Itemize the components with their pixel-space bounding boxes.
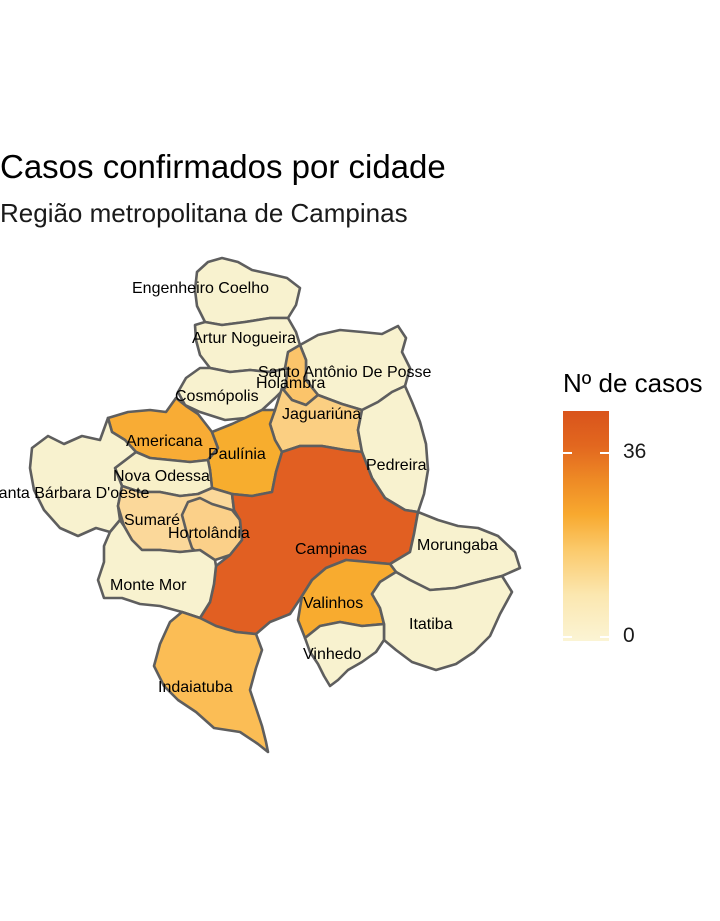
legend-tick-right-0: [600, 636, 609, 638]
region-indaiatuba[interactable]: [152, 610, 270, 754]
legend-tick-label-0: 0: [623, 624, 635, 647]
page-title: Casos confirmados por cidade: [0, 148, 446, 185]
label-monte-mor: Monte Mor: [110, 577, 187, 594]
label-santa-barbara-doeste: Santa Bárbara D'oeste: [0, 485, 149, 502]
region-cosmopolis[interactable]: [176, 366, 290, 422]
label-indaiatuba: Indaiatuba: [158, 679, 233, 696]
label-nova-odessa: Nova Odessa: [113, 468, 210, 485]
label-holambra: Holambra: [256, 375, 325, 392]
label-pedreira: Pedreira: [366, 457, 427, 474]
label-campinas: Campinas: [295, 541, 367, 558]
label-jaguariuna: Jaguariúna: [282, 406, 361, 423]
label-valinhos: Valinhos: [303, 595, 363, 612]
legend-tick-left-0: [563, 636, 572, 638]
region-monte-mor[interactable]: [96, 518, 218, 620]
label-santo-antonio-de-posse: Santo Antônio De Posse: [258, 364, 432, 381]
map-labels: Engenheiro Coelho Artur Nogueira Santo A…: [0, 280, 498, 696]
legend-tick-label-36: 36: [623, 440, 647, 463]
label-engenheiro-coelho: Engenheiro Coelho: [132, 280, 269, 297]
label-cosmopolis: Cosmópolis: [175, 388, 259, 405]
legend-tick-right-36: [600, 452, 609, 454]
legend-tick-left-36: [563, 452, 572, 454]
region-engenheiro-coelho[interactable]: [193, 256, 302, 327]
label-itatiba: Itatiba: [409, 616, 453, 633]
label-americana: Americana: [126, 433, 203, 450]
label-paulinia: Paulínia: [208, 446, 266, 463]
map-regions: [28, 256, 522, 754]
label-hortolandia: Hortolândia: [168, 525, 250, 542]
legend-title: Nº de casos: [563, 368, 703, 398]
label-morungaba: Morungaba: [417, 537, 498, 554]
label-sumare: Sumaré: [124, 512, 180, 529]
label-vinhedo: Vinhedo: [303, 646, 362, 663]
legend-colorbar: [563, 411, 609, 641]
region-vinhedo[interactable]: [303, 620, 386, 688]
page-subtitle: Região metropolitana de Campinas: [0, 198, 408, 228]
label-artur-nogueira: Artur Nogueira: [192, 330, 296, 347]
